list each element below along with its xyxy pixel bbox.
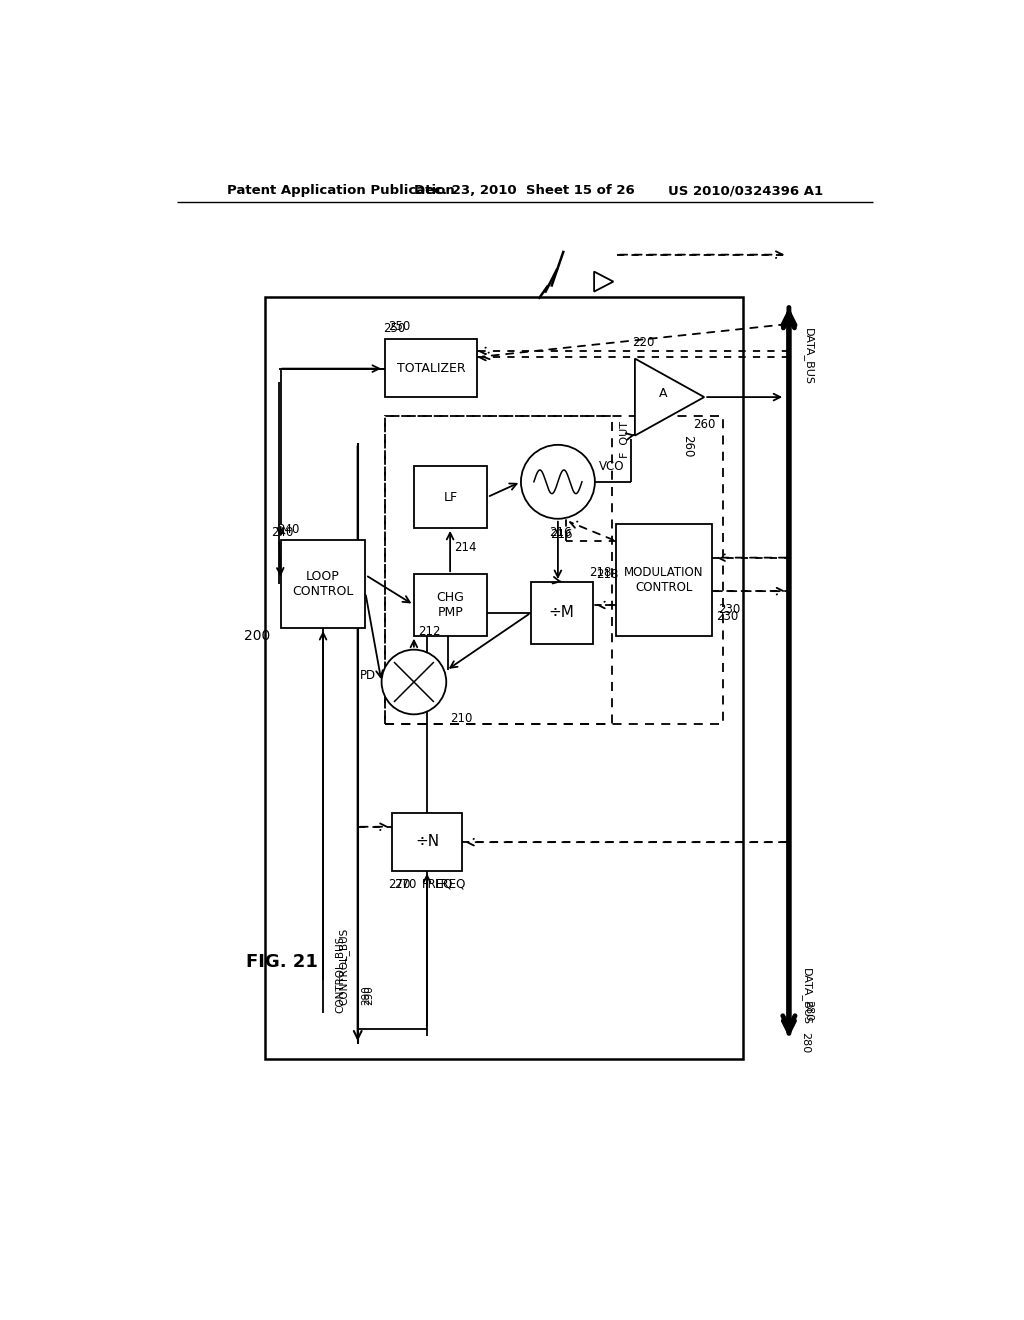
Text: 250: 250 [383,322,406,335]
Polygon shape [594,272,613,292]
Text: Patent Application Publication: Patent Application Publication [226,185,455,197]
Text: LOOP
CONTROL: LOOP CONTROL [293,570,353,598]
Polygon shape [635,359,705,436]
Text: 218: 218 [589,566,611,578]
Text: FREQ: FREQ [422,878,453,891]
Bar [392,813,462,871]
Text: 260: 260 [692,418,715,430]
Text: CONTROL_BUS: CONTROL_BUS [338,928,349,1006]
Bar [531,582,593,644]
Text: ÷N: ÷N [415,834,439,849]
Text: 230: 230 [718,603,740,615]
Text: 280: 280 [803,999,813,1020]
Text: DATA_BUS: DATA_BUS [801,968,811,1024]
Text: LF: LF [443,491,458,504]
Text: 230: 230 [716,610,738,623]
Text: 240: 240 [271,525,294,539]
Text: 270: 270 [394,878,417,891]
Text: 280: 280 [801,1032,810,1053]
Text: VCO: VCO [599,461,625,474]
Text: TOTALIZER: TOTALIZER [396,362,465,375]
Bar [385,416,724,725]
Text: 214: 214 [454,541,476,554]
Text: 290: 290 [364,986,374,1006]
Text: Dec. 23, 2010  Sheet 15 of 26: Dec. 23, 2010 Sheet 15 of 26 [415,185,635,197]
Text: 210: 210 [451,711,472,725]
Text: 220: 220 [633,335,655,348]
Bar [385,416,611,725]
Text: A: A [659,387,668,400]
Text: 216: 216 [549,525,571,539]
Bar [281,540,366,628]
Bar [265,297,742,1059]
Bar [615,524,712,636]
Text: US 2010/0324396 A1: US 2010/0324396 A1 [669,185,823,197]
Text: MODULATION
CONTROL: MODULATION CONTROL [624,566,703,594]
Text: CHG
PMP: CHG PMP [436,591,465,619]
Text: F  OUT: F OUT [620,421,630,458]
Text: FIG. 21: FIG. 21 [246,953,317,972]
Bar [414,466,487,528]
Text: 260: 260 [681,436,694,458]
Text: 200: 200 [244,628,270,643]
Text: 290: 290 [360,986,371,1006]
Bar [414,574,487,636]
Text: DATA_BUS: DATA_BUS [803,327,814,385]
Text: 270: 270 [388,878,411,891]
Text: CONTROL_BUS: CONTROL_BUS [335,936,345,1014]
Text: 218: 218 [596,568,618,581]
Circle shape [382,649,446,714]
Text: 212: 212 [418,626,440,638]
Text: 240: 240 [276,524,299,536]
Circle shape [521,445,595,519]
Text: FREQ: FREQ [435,878,466,891]
Text: PD: PD [360,669,376,682]
Text: ÷M: ÷M [549,605,574,620]
Bar [385,339,477,397]
Text: 216: 216 [550,528,572,541]
Text: 250: 250 [388,321,411,333]
